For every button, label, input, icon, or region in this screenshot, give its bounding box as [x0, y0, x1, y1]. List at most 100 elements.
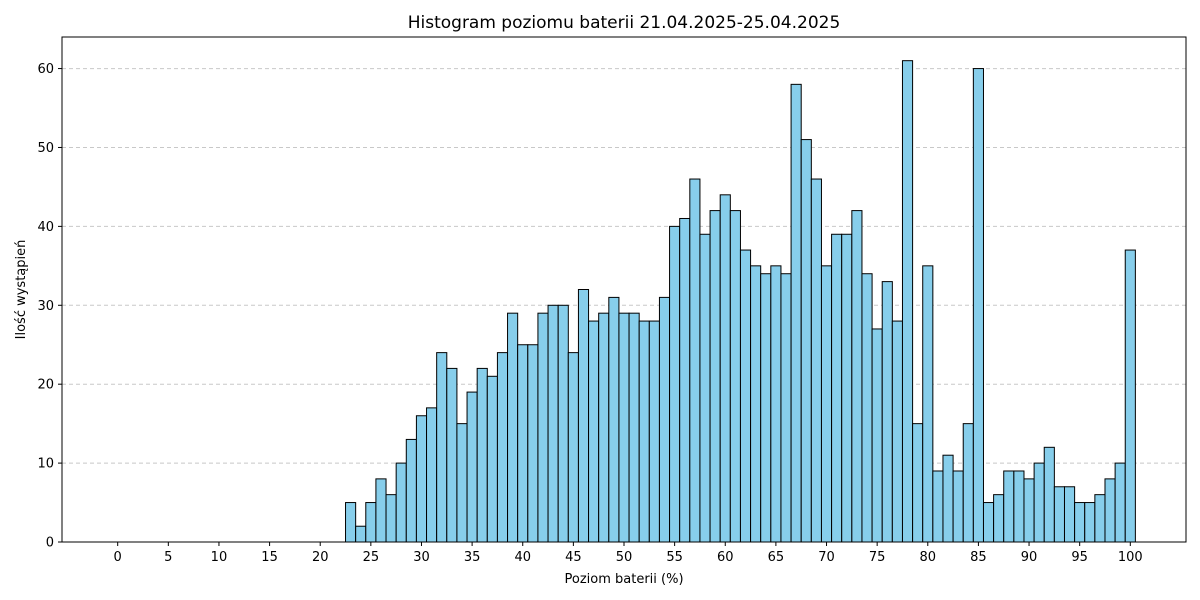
histogram-bar	[476, 367, 488, 543]
x-tick-label: 100	[1118, 550, 1143, 565]
x-tick-label: 10	[211, 550, 228, 565]
y-axis-ticks: 0 10 20 30 40 50 60	[37, 62, 62, 551]
histogram-bar	[345, 502, 357, 543]
histogram-bar	[618, 312, 630, 543]
x-tick-label: 70	[818, 550, 835, 565]
histogram-bar	[729, 210, 741, 543]
histogram-bar	[405, 438, 417, 543]
histogram-bar	[1124, 249, 1136, 543]
histogram-bar	[750, 265, 762, 543]
histogram-bar	[1043, 446, 1055, 543]
histogram-bar	[922, 265, 934, 543]
histogram-bar	[679, 217, 691, 543]
y-tick-label: 60	[37, 62, 54, 77]
histogram-bar	[719, 194, 731, 543]
x-tick-label: 30	[413, 550, 430, 565]
histogram-bar	[577, 289, 590, 543]
histogram-bar	[912, 423, 924, 543]
histogram-bar	[932, 470, 944, 543]
histogram-bar	[1094, 494, 1106, 543]
histogram-bar	[891, 320, 903, 543]
y-tick-label: 20	[37, 378, 54, 393]
histogram-bar	[820, 265, 833, 543]
x-tick-label: 65	[768, 550, 785, 565]
histogram-bar	[972, 68, 984, 543]
histogram-bar	[1053, 486, 1065, 543]
histogram-bar	[588, 320, 600, 543]
x-tick-label: 5	[164, 550, 172, 565]
x-tick-label: 55	[666, 550, 683, 565]
histogram-bar	[851, 210, 863, 543]
y-axis-label: Ilość wystąpień	[14, 240, 29, 340]
x-tick-label: 40	[514, 550, 531, 565]
histogram-bar	[446, 367, 458, 543]
histogram-bar	[415, 415, 428, 543]
histogram-bar	[871, 328, 883, 543]
y-tick-label: 50	[37, 141, 54, 156]
histogram-bar	[385, 494, 397, 543]
histogram-bar	[831, 233, 843, 543]
histogram-bar	[1013, 470, 1025, 543]
histogram-bar	[1063, 486, 1076, 543]
histogram-bar	[496, 352, 509, 543]
histogram-bar	[1104, 478, 1116, 543]
histogram-bar	[486, 375, 498, 543]
x-tick-label: 90	[1021, 550, 1038, 565]
histogram-bar	[1033, 462, 1045, 543]
histogram-bar	[760, 273, 772, 543]
histogram-bar	[628, 312, 640, 543]
histogram-bar	[1114, 462, 1126, 543]
histogram-bar	[608, 296, 620, 543]
histogram-bar	[669, 225, 681, 543]
histogram-bar	[375, 478, 387, 543]
y-tick-label: 40	[37, 220, 54, 235]
x-tick-label: 35	[464, 550, 481, 565]
histogram-bar	[861, 273, 873, 543]
x-tick-label: 45	[565, 550, 582, 565]
x-tick-label: 75	[869, 550, 886, 565]
x-tick-label: 80	[920, 550, 937, 565]
histogram-bar	[1003, 470, 1015, 543]
histogram-bar	[567, 352, 579, 543]
histogram-bar	[507, 312, 519, 543]
histogram-bar	[881, 281, 893, 543]
histogram-bar	[537, 312, 549, 543]
x-axis-label: Poziom baterii (%)	[564, 572, 683, 587]
histogram-bar	[547, 304, 559, 543]
x-axis-ticks: 0 5 10 15 20 25 30 35 40 45 50 55 60 65 70 75 80 85 90 95 10…	[114, 542, 1143, 565]
histogram-bar	[1084, 502, 1096, 543]
histogram-bar	[395, 462, 407, 543]
histogram-bar	[1074, 502, 1086, 543]
histogram-bar	[800, 139, 812, 543]
histogram-bar	[436, 352, 448, 543]
x-tick-label: 20	[312, 550, 329, 565]
histogram-bar	[426, 407, 438, 543]
histogram-bar	[365, 502, 377, 543]
histogram-bar	[699, 233, 711, 543]
histogram-bar	[517, 344, 529, 543]
x-tick-label: 85	[970, 550, 987, 565]
histogram-bar	[638, 320, 650, 543]
histogram-bar	[709, 210, 721, 543]
histogram-bar	[810, 178, 822, 543]
histogram-bar	[648, 320, 660, 543]
x-tick-label: 95	[1071, 550, 1088, 565]
y-tick-label: 10	[37, 457, 54, 472]
histogram-bar	[982, 502, 995, 543]
x-tick-label: 50	[616, 550, 633, 565]
x-tick-label: 60	[717, 550, 734, 565]
histogram-bar	[355, 525, 367, 543]
histogram-bar	[1023, 478, 1035, 543]
y-tick-label: 0	[46, 536, 54, 551]
histogram-bar	[790, 83, 802, 543]
histogram-bar	[739, 249, 752, 543]
x-tick-label: 0	[114, 550, 122, 565]
histogram-bar	[456, 423, 468, 543]
histogram-bar	[962, 423, 974, 543]
histogram-bar	[770, 265, 782, 543]
histogram-bar	[901, 60, 914, 543]
x-tick-label: 25	[363, 550, 380, 565]
histogram-bar	[466, 391, 478, 543]
y-tick-label: 30	[37, 299, 54, 314]
